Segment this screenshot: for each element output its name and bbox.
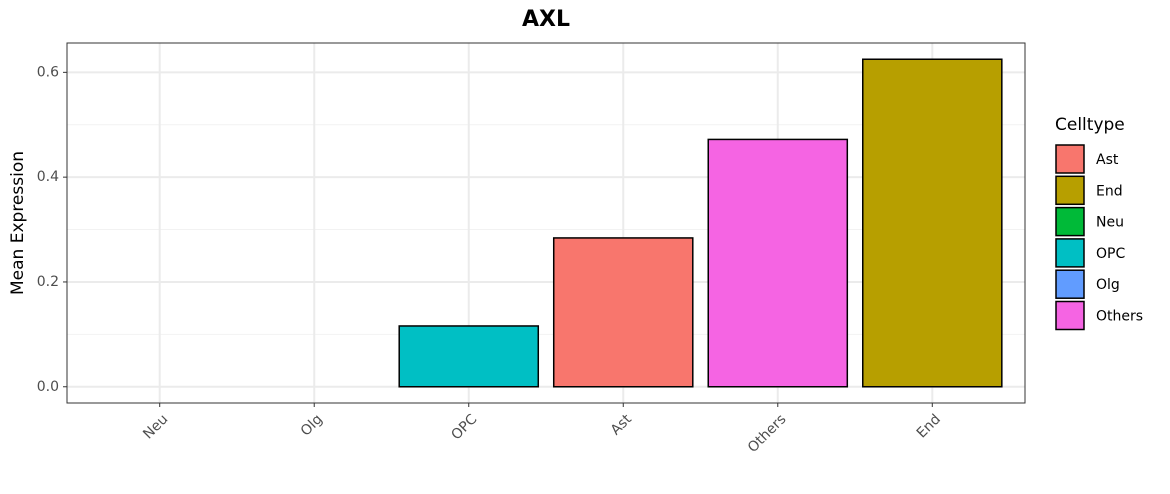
legend-key xyxy=(1055,269,1085,299)
legend-label: End xyxy=(1096,183,1123,199)
bar xyxy=(707,138,849,388)
legend-label: Others xyxy=(1096,309,1143,325)
y-tick-label: 0.0 xyxy=(37,379,59,395)
y-tick-label: 0.4 xyxy=(37,169,59,185)
bar xyxy=(862,58,1003,388)
legend-title: Celltype xyxy=(1055,115,1125,135)
legend-key xyxy=(1055,175,1085,206)
legend-label: Ast xyxy=(1096,152,1119,168)
legend-label: Olg xyxy=(1096,277,1120,293)
panel-border xyxy=(66,42,1026,404)
legend-label: Neu xyxy=(1096,215,1124,231)
y-tick-label: 0.2 xyxy=(37,274,59,290)
chart-title: AXL xyxy=(522,7,570,32)
legend-label: OPC xyxy=(1096,246,1125,262)
legend-key xyxy=(1055,144,1085,174)
y-tick-label: 0.6 xyxy=(37,64,59,80)
legend-key xyxy=(1055,238,1085,268)
legend-key xyxy=(1055,300,1085,331)
bar xyxy=(398,325,540,388)
bar xyxy=(552,237,694,388)
y-axis-label: Mean Expression xyxy=(8,151,28,295)
legend-key xyxy=(1055,206,1085,237)
